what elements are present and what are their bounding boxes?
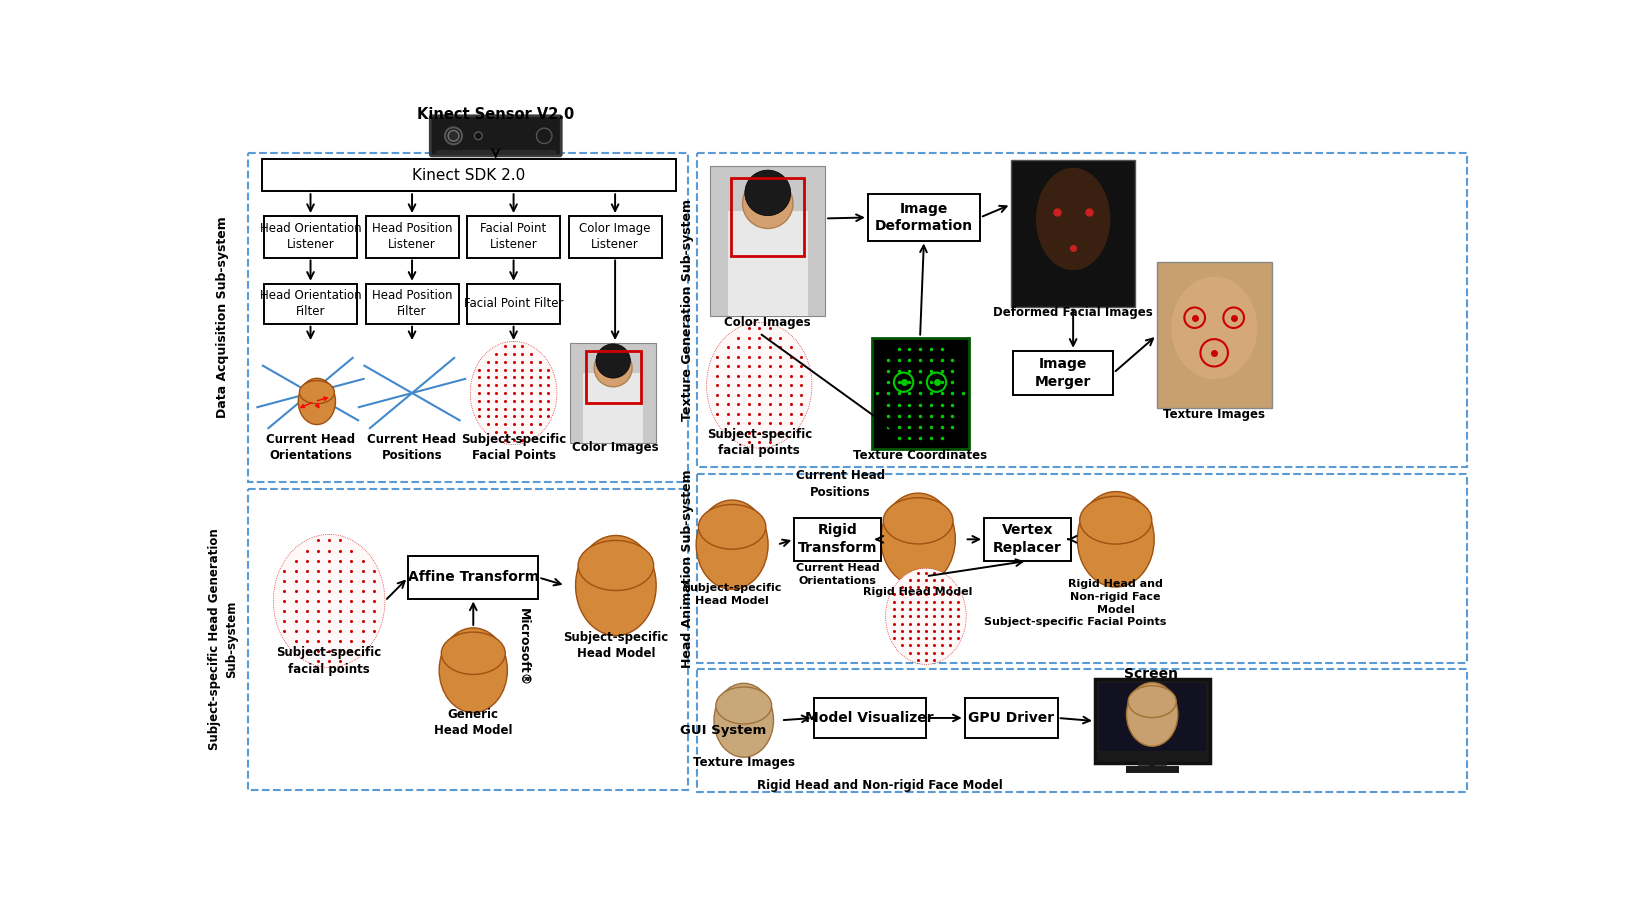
- Ellipse shape: [715, 687, 771, 724]
- Ellipse shape: [1126, 682, 1178, 746]
- Text: Vertex
Replacer: Vertex Replacer: [993, 523, 1062, 555]
- Text: Current Head
Orientations: Current Head Orientations: [266, 433, 354, 462]
- Text: Current Head
Positions: Current Head Positions: [796, 469, 884, 498]
- FancyBboxPatch shape: [868, 195, 980, 241]
- Circle shape: [445, 127, 463, 144]
- Text: Image
Deformation: Image Deformation: [875, 202, 973, 233]
- Text: Deformed Facial Images: Deformed Facial Images: [993, 306, 1154, 320]
- FancyBboxPatch shape: [711, 166, 825, 316]
- Text: Generic
Head Model: Generic Head Model: [433, 708, 512, 737]
- FancyBboxPatch shape: [727, 211, 807, 316]
- FancyBboxPatch shape: [366, 216, 458, 258]
- Ellipse shape: [1127, 686, 1177, 717]
- FancyBboxPatch shape: [568, 216, 661, 258]
- Circle shape: [594, 350, 632, 387]
- Circle shape: [745, 170, 791, 215]
- Text: Kinect Sensor V2.0: Kinect Sensor V2.0: [417, 107, 574, 122]
- Text: Image
Merger: Image Merger: [1035, 357, 1091, 389]
- Ellipse shape: [714, 683, 773, 757]
- Ellipse shape: [471, 341, 556, 445]
- FancyBboxPatch shape: [430, 116, 561, 156]
- Text: Facial Point Filter: Facial Point Filter: [464, 297, 563, 310]
- Text: Facial Point
Listener: Facial Point Listener: [481, 222, 546, 251]
- FancyBboxPatch shape: [965, 698, 1058, 738]
- Ellipse shape: [707, 323, 812, 448]
- Ellipse shape: [699, 505, 766, 550]
- Text: Texture Generation Sub-system: Texture Generation Sub-system: [681, 199, 694, 421]
- Text: Subject-specific
Head Model: Subject-specific Head Model: [683, 583, 781, 606]
- Ellipse shape: [576, 535, 656, 635]
- Circle shape: [742, 178, 793, 229]
- Text: Head Position
Listener: Head Position Listener: [373, 222, 453, 251]
- Ellipse shape: [883, 497, 953, 544]
- Ellipse shape: [1076, 492, 1154, 587]
- Text: GPU Driver: GPU Driver: [968, 711, 1054, 725]
- Text: Texture Images: Texture Images: [1163, 408, 1265, 421]
- Text: Color Images: Color Images: [571, 441, 658, 454]
- Text: Current Head
Orientations: Current Head Orientations: [796, 563, 880, 587]
- Ellipse shape: [440, 628, 507, 713]
- Text: Subject-specific
Head Model: Subject-specific Head Model: [563, 631, 668, 660]
- Text: Rigid
Transform: Rigid Transform: [798, 523, 878, 555]
- FancyBboxPatch shape: [1012, 350, 1114, 396]
- FancyBboxPatch shape: [437, 150, 556, 153]
- Ellipse shape: [441, 633, 505, 675]
- Ellipse shape: [274, 534, 386, 668]
- Text: Subject-specific Facial Points: Subject-specific Facial Points: [985, 617, 1167, 627]
- FancyBboxPatch shape: [569, 343, 656, 443]
- Text: Head Orientation
Listener: Head Orientation Listener: [259, 222, 361, 251]
- FancyBboxPatch shape: [409, 556, 538, 598]
- Text: Head Orientation
Filter: Head Orientation Filter: [259, 289, 361, 318]
- FancyBboxPatch shape: [264, 216, 358, 258]
- Text: Head Position
Filter: Head Position Filter: [373, 289, 453, 318]
- Ellipse shape: [1035, 168, 1111, 270]
- FancyBboxPatch shape: [261, 159, 676, 191]
- Text: Color Image
Listener: Color Image Listener: [579, 222, 651, 251]
- Ellipse shape: [299, 380, 335, 404]
- Ellipse shape: [1172, 277, 1257, 379]
- Text: Rigid Head Model: Rigid Head Model: [863, 587, 973, 596]
- Text: Screen: Screen: [1124, 667, 1178, 681]
- FancyBboxPatch shape: [1011, 160, 1136, 306]
- Text: GUI System: GUI System: [679, 724, 766, 737]
- FancyBboxPatch shape: [583, 373, 643, 443]
- FancyBboxPatch shape: [794, 518, 881, 561]
- FancyBboxPatch shape: [871, 338, 968, 450]
- Text: Microsoft®: Microsoft®: [517, 608, 530, 687]
- Ellipse shape: [299, 378, 335, 424]
- Ellipse shape: [578, 541, 653, 590]
- Circle shape: [537, 128, 551, 143]
- Text: Subject-specific
Facial Points: Subject-specific Facial Points: [461, 433, 566, 462]
- Text: Affine Transform: Affine Transform: [407, 570, 538, 585]
- FancyBboxPatch shape: [264, 284, 358, 323]
- FancyBboxPatch shape: [1095, 679, 1209, 762]
- Text: Data Acquisition Sub-system: Data Acquisition Sub-system: [217, 216, 230, 418]
- FancyBboxPatch shape: [1099, 683, 1206, 751]
- Ellipse shape: [886, 569, 967, 664]
- Text: Rigid Head and Non-rigid Face Model: Rigid Head and Non-rigid Face Model: [757, 779, 1003, 792]
- Circle shape: [448, 131, 459, 141]
- FancyBboxPatch shape: [366, 284, 458, 323]
- Text: Model Visualizer: Model Visualizer: [806, 711, 934, 725]
- Text: Head Animation Sub-system: Head Animation Sub-system: [681, 469, 694, 668]
- Circle shape: [596, 344, 630, 378]
- Text: Texture Images: Texture Images: [693, 756, 794, 769]
- Text: Kinect SDK 2.0: Kinect SDK 2.0: [412, 168, 525, 183]
- Ellipse shape: [1080, 496, 1152, 544]
- Ellipse shape: [881, 493, 955, 586]
- Text: Rigid Head and
Non-rigid Face
Model: Rigid Head and Non-rigid Face Model: [1068, 579, 1163, 614]
- FancyBboxPatch shape: [814, 698, 926, 738]
- Circle shape: [474, 132, 482, 140]
- FancyBboxPatch shape: [985, 518, 1072, 561]
- FancyBboxPatch shape: [468, 216, 560, 258]
- Text: Subject-specific
facial points: Subject-specific facial points: [707, 428, 812, 457]
- Text: Current Head
Positions: Current Head Positions: [368, 433, 456, 462]
- Text: Subject-specific Head Generation
Sub-system: Subject-specific Head Generation Sub-sys…: [208, 529, 238, 751]
- FancyBboxPatch shape: [1157, 262, 1272, 408]
- Text: Subject-specific
facial points: Subject-specific facial points: [276, 646, 382, 676]
- Text: Texture Coordinates: Texture Coordinates: [853, 449, 988, 462]
- FancyBboxPatch shape: [468, 284, 560, 323]
- Text: Color Images: Color Images: [724, 315, 811, 329]
- Ellipse shape: [696, 500, 768, 589]
